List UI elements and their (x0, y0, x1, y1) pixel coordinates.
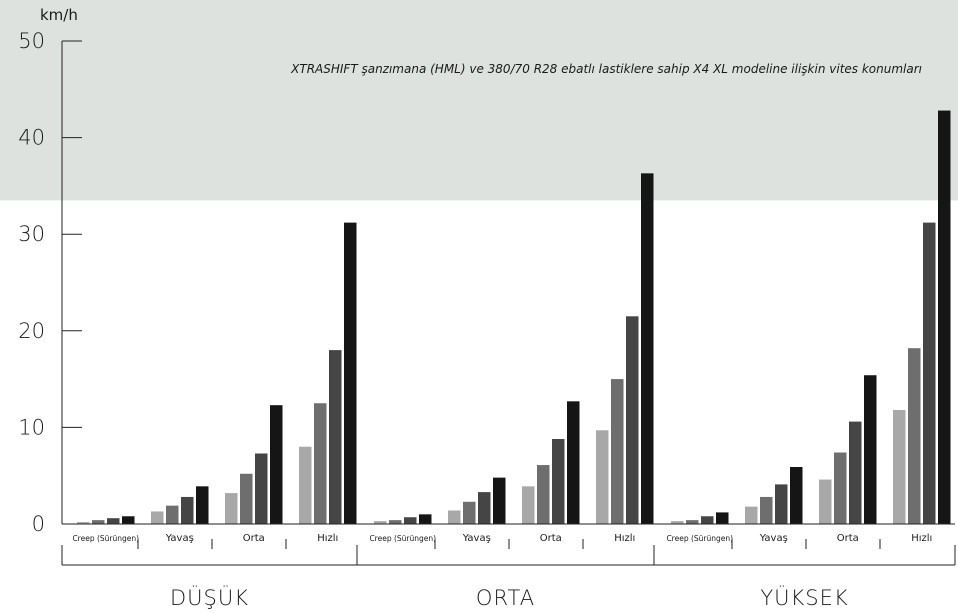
y-tick-label: 30 (18, 222, 45, 246)
bar (270, 405, 283, 524)
bar (344, 222, 357, 524)
bar (908, 348, 921, 524)
bar (671, 521, 684, 524)
bar (196, 486, 209, 524)
bar (893, 410, 906, 524)
bar (938, 110, 951, 524)
bar (567, 401, 580, 524)
speed-group-label: Orta (540, 533, 562, 544)
bar (686, 520, 699, 524)
bar (864, 375, 877, 524)
speed-group-label: Orta (243, 533, 265, 544)
bar (522, 486, 535, 524)
speed-group-label: Hızlı (614, 533, 635, 544)
bar (775, 484, 788, 524)
bar (404, 517, 417, 524)
bar (166, 505, 179, 524)
bar (745, 506, 758, 524)
bar (552, 438, 565, 524)
bar (419, 514, 432, 524)
speed-group-label: Creep (Sürüngen) (666, 534, 733, 543)
speed-group-label: Creep (Sürüngen) (369, 534, 436, 543)
bar (122, 516, 135, 524)
bar (478, 492, 491, 524)
bar (760, 496, 773, 524)
bar (107, 518, 120, 524)
y-unit-label: km/h (40, 6, 78, 24)
y-tick-label: 40 (18, 126, 45, 150)
bar (819, 479, 832, 524)
speed-group-label: Yavaş (165, 533, 194, 544)
bar (790, 467, 803, 524)
bar (834, 452, 847, 524)
y-tick-label: 10 (18, 415, 45, 439)
highlight-band (0, 0, 958, 201)
bar (374, 521, 387, 524)
bar (463, 501, 476, 524)
bar (225, 493, 238, 524)
bar (77, 522, 90, 524)
speed-group-label: Yavaş (462, 533, 491, 544)
bar (448, 510, 461, 524)
bar (611, 379, 624, 524)
range-label: DÜŞÜK (170, 584, 249, 610)
bar (716, 512, 729, 524)
speed-group-label: Creep (Sürüngen) (72, 534, 139, 543)
y-tick-label: 0 (32, 512, 45, 536)
bar (181, 496, 194, 524)
bar (329, 350, 342, 524)
y-tick-label: 50 (18, 29, 45, 53)
bar (389, 520, 402, 524)
bar (240, 473, 253, 524)
y-tick-label: 20 (18, 319, 45, 343)
speed-group-label: Yavaş (759, 533, 788, 544)
bar (701, 516, 714, 524)
bar (314, 403, 327, 524)
bar (299, 446, 312, 524)
speed-group-label: Hızlı (317, 533, 338, 544)
bar (537, 465, 550, 524)
bar (626, 316, 639, 524)
range-label: YÜKSEK (760, 584, 848, 610)
chart-title: XTRASHIFT şanzımana (HML) ve 380/70 R28 … (290, 62, 922, 76)
bar (923, 222, 936, 524)
bar (255, 453, 268, 524)
bar (596, 430, 609, 524)
speed-group-label: Hızlı (911, 533, 932, 544)
bar (493, 477, 506, 524)
bar (151, 511, 164, 524)
bar (641, 173, 654, 525)
bar (92, 520, 105, 524)
speed-group-label: Orta (837, 533, 859, 544)
bar (849, 421, 862, 524)
range-label: ORTA (476, 586, 535, 610)
